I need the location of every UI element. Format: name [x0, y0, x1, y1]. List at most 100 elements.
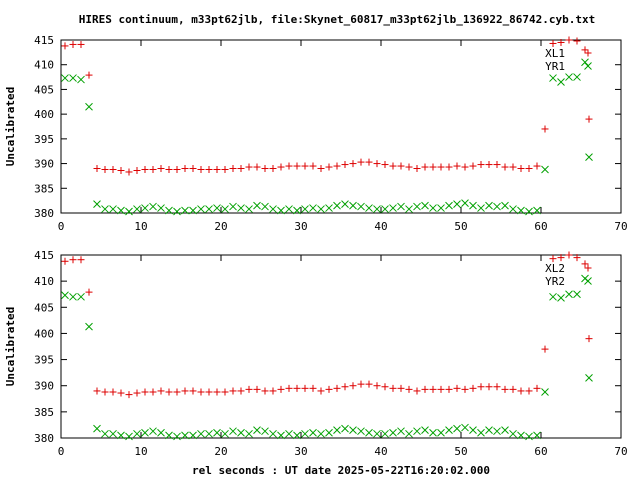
data-point-xl2: [173, 388, 181, 396]
data-point-yr2: [181, 431, 189, 440]
data-point-yr2: [173, 432, 181, 441]
data-point-yr1: [85, 102, 93, 111]
data-point-xl2: [253, 385, 261, 393]
data-point-xl2: [213, 388, 221, 396]
data-point-xl1: [581, 46, 589, 54]
chart-title: HIRES continuum, m33pt62jlb, file:Skynet…: [79, 13, 596, 26]
data-point-yr1: [349, 201, 357, 210]
data-point-yr1: [453, 200, 461, 208]
plot-frame: [60, 254, 622, 439]
data-point-yr1: [445, 201, 453, 210]
data-point-xl1: [533, 162, 541, 170]
data-point-xl2: [549, 255, 557, 263]
x-tick-label: 50: [454, 220, 467, 233]
data-point-yr1: [461, 199, 469, 207]
data-point-yr2: [229, 427, 237, 436]
data-point-xl1: [165, 166, 173, 174]
data-point-yr2: [189, 431, 197, 440]
data-point-xl1: [301, 162, 309, 170]
data-point-xl1: [365, 158, 373, 166]
data-point-xl1: [357, 158, 365, 166]
y-tick-label: 390: [34, 158, 54, 171]
data-point-yr1: [581, 58, 589, 67]
data-point-xl1: [253, 163, 261, 171]
data-point-xl1: [229, 165, 237, 173]
data-point-yr2: [413, 427, 421, 436]
data-point-xl2: [397, 384, 405, 392]
data-point-yr1: [133, 205, 141, 213]
data-point-xl2: [365, 380, 373, 388]
data-point-xl1: [309, 162, 317, 170]
data-point-xl1: [205, 166, 213, 174]
data-point-xl1: [117, 166, 125, 174]
data-point-xl2: [85, 288, 93, 296]
data-point-xl2: [269, 387, 277, 395]
data-point-xl2: [117, 389, 125, 397]
data-point-xl2: [413, 387, 421, 395]
data-point-xl2: [309, 384, 317, 392]
data-point-yr2: [469, 426, 477, 435]
data-point-yr1: [325, 204, 333, 212]
data-point-xl1: [461, 163, 469, 171]
data-point-yr2: [133, 429, 141, 438]
data-point-xl1: [101, 166, 109, 174]
data-point-xl2: [237, 387, 245, 395]
data-point-xl2: [437, 385, 445, 393]
data-point-xl2: [125, 391, 133, 399]
data-point-xl2: [93, 387, 101, 395]
data-point-yr2: [429, 428, 437, 437]
data-point-yr1: [157, 204, 165, 212]
data-point-yr2: [541, 388, 549, 396]
data-point-xl1: [157, 165, 165, 173]
data-point-xl2: [581, 260, 589, 268]
data-point-yr2: [325, 428, 333, 437]
data-point-xl2: [357, 380, 365, 388]
data-point-xl2: [517, 387, 525, 395]
data-point-yr1: [213, 204, 221, 212]
data-point-xl1: [413, 165, 421, 173]
data-point-xl1: [429, 163, 437, 171]
data-point-yr1: [77, 75, 85, 84]
panel-bottom: 380 385 390 395 400 405 410 415 0 10 20 30 40 50 60 70 U…: [4, 249, 628, 477]
data-point-yr1: [285, 205, 293, 213]
data-point-yr2: [61, 291, 69, 300]
data-point-yr2: [397, 427, 405, 436]
data-point-xl1: [573, 37, 581, 45]
data-point-yr2: [333, 426, 341, 435]
data-point-xl1: [221, 166, 229, 174]
data-point-yr2: [573, 290, 581, 299]
data-point-xl2: [453, 384, 461, 392]
data-point-yr2: [517, 431, 525, 440]
data-point-xl1: [445, 163, 453, 171]
data-point-yr1: [485, 201, 493, 210]
data-point-xl2: [565, 251, 573, 259]
data-point-xl1: [585, 115, 593, 123]
data-point-xl2: [77, 256, 85, 264]
data-point-yr1: [229, 202, 237, 211]
data-point-xl2: [181, 387, 189, 395]
data-point-xl2: [525, 387, 533, 395]
data-point-xl2: [189, 387, 197, 395]
data-point-xl2: [341, 383, 349, 391]
data-point-yr2: [533, 431, 541, 440]
data-point-yr1: [573, 73, 581, 81]
data-point-yr2: [269, 429, 277, 438]
data-point-xl1: [125, 168, 133, 176]
data-point-xl1: [517, 165, 525, 173]
data-point-xl1: [437, 163, 445, 171]
panel-top: 380 385 390 395 400 405 410 415 0 10 20 30 40 50 60 70 U…: [4, 34, 628, 233]
plot-frame: [60, 39, 622, 214]
data-point-yr2: [285, 429, 293, 438]
data-point-xl1: [173, 166, 181, 174]
data-point-yr1: [477, 204, 485, 212]
data-point-xl2: [245, 385, 253, 393]
data-point-yr1: [101, 205, 109, 213]
data-point-xl2: [165, 388, 173, 396]
data-point-xl2: [149, 388, 157, 396]
data-point-xl1: [333, 162, 341, 170]
data-point-xl1: [549, 39, 557, 47]
data-point-yr2: [477, 428, 485, 437]
data-point-yr1: [277, 206, 285, 215]
data-point-yr1: [317, 205, 325, 213]
data-point-xl1: [325, 163, 333, 171]
